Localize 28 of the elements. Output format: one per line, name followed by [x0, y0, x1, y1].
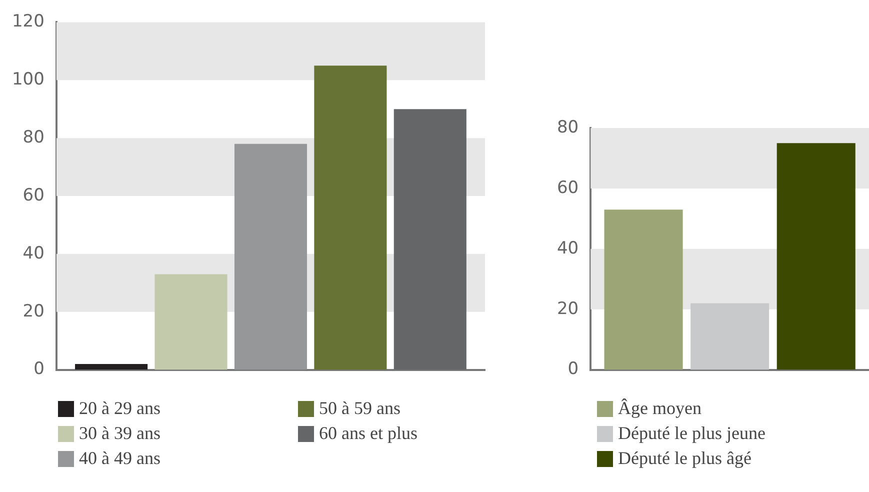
legend-label: 50 à 59 ans [319, 398, 400, 419]
legend-label: Âge moyen [618, 398, 702, 419]
bar [154, 274, 228, 370]
y-tick-label: 60 [556, 178, 579, 198]
bar [690, 303, 770, 370]
y-tick-label: 60 [22, 185, 44, 206]
legend-label: Député le plus âgé [618, 448, 752, 469]
legend-label: Député le plus jeune [618, 423, 766, 444]
legend-label: 60 ans et plus [319, 423, 418, 444]
y-tick-label: 120 [12, 12, 44, 32]
legend-label: 40 à 49 ans [79, 448, 160, 469]
y-tick-label: 100 [12, 70, 44, 90]
y-tick-label: 20 [22, 301, 44, 322]
legend-label: 20 à 29 ans [79, 398, 160, 419]
bar [234, 144, 307, 370]
y-tick-label: 80 [22, 127, 44, 148]
y-tick-label: 0 [568, 359, 579, 380]
y-tick-label: 0 [34, 359, 44, 380]
bar [394, 109, 466, 370]
y-tick-label: 20 [556, 298, 579, 319]
bar [604, 210, 683, 370]
bar [314, 66, 387, 370]
bar [75, 364, 148, 370]
y-tick-label: 80 [556, 117, 579, 138]
legend-label: 30 à 39 ans [79, 423, 160, 444]
y-tick-label: 40 [22, 243, 44, 264]
bar [776, 143, 856, 370]
y-tick-label: 40 [556, 238, 579, 258]
